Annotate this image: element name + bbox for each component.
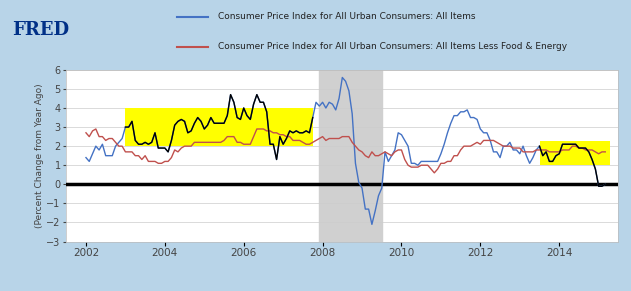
Text: Consumer Price Index for All Urban Consumers: All Items Less Food & Energy: Consumer Price Index for All Urban Consu… — [218, 42, 567, 52]
Bar — [540, 141, 611, 165]
Bar — [126, 108, 313, 146]
Y-axis label: (Percent Change from Year Ago): (Percent Change from Year Ago) — [35, 84, 44, 228]
Text: FRED: FRED — [13, 21, 70, 39]
Text: Consumer Price Index for All Urban Consumers: All Items: Consumer Price Index for All Urban Consu… — [218, 12, 475, 21]
Bar — [319, 70, 382, 242]
